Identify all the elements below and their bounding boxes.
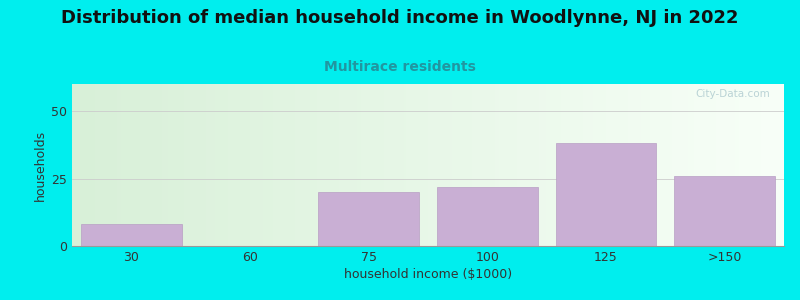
Bar (674, 176, 775, 246)
X-axis label: household income ($1000): household income ($1000) (344, 268, 512, 281)
Bar (318, 192, 419, 246)
Bar (555, 143, 657, 246)
Bar (81, 224, 182, 246)
Bar (437, 187, 538, 246)
Text: City-Data.com: City-Data.com (695, 89, 770, 99)
Text: Multirace residents: Multirace residents (324, 60, 476, 74)
Text: Distribution of median household income in Woodlynne, NJ in 2022: Distribution of median household income … (62, 9, 738, 27)
Y-axis label: households: households (34, 129, 47, 201)
